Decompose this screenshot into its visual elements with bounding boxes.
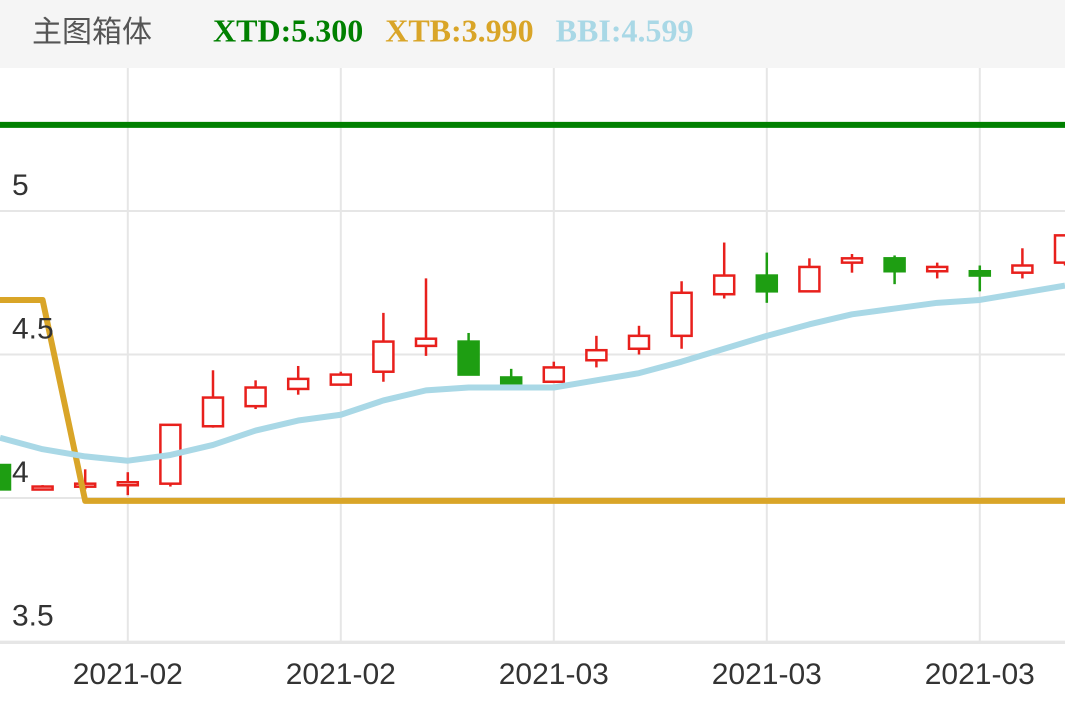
candle-body: [201, 396, 225, 428]
candle-body: [286, 377, 310, 391]
candle-body: [585, 348, 608, 362]
candle-body: [968, 269, 992, 277]
x-tick-label: 2021-03: [499, 658, 609, 691]
indicator-line: [0, 282, 1065, 464]
candle-body: [840, 257, 864, 264]
candle-body: [755, 274, 779, 293]
y-tick-label: 4.5: [12, 312, 54, 345]
candle-body: [457, 340, 480, 376]
candle-body: [712, 274, 736, 296]
x-tick-label: 2021-03: [925, 658, 1035, 691]
chart-title: 主图箱体: [32, 16, 152, 49]
legend-entry: XTB:3.990: [385, 12, 533, 48]
plot: [0, 121, 1065, 504]
x-tick-label: 2021-03: [712, 658, 822, 691]
candle-body: [372, 340, 395, 373]
candle-body: [499, 376, 523, 385]
x-tick-label: 2021-02: [286, 658, 396, 691]
candle-body: [798, 265, 821, 293]
legend-entry: XTD:5.300: [213, 12, 363, 48]
indicator-line: [0, 296, 1065, 504]
candle-body: [925, 265, 949, 273]
legend: XTD:5.300 XTB:3.990 BBI:4.599: [213, 12, 693, 48]
labels: 2021-02 2021-02 2021-03 2021-03 2021-03 3.5 4 4…: [12, 169, 1035, 691]
candle-body: [73, 482, 97, 488]
y-tick-label: 5: [12, 169, 29, 202]
candle-body: [542, 366, 566, 384]
candle-body: [0, 463, 12, 491]
candle-body: [1011, 264, 1034, 274]
candle-body: [329, 373, 353, 386]
candle-body: [116, 480, 140, 487]
candle-body: [670, 291, 693, 338]
candle-body: [883, 257, 906, 273]
candle-body: [244, 386, 267, 408]
header-bar: [0, 0, 1065, 68]
candle-body: [627, 334, 651, 351]
candle-body: [414, 337, 438, 348]
x-tick-label: 2021-02: [73, 658, 183, 691]
y-tick-label: 4: [12, 456, 29, 489]
candle-body: [1053, 234, 1065, 264]
y-tick-label: 3.5: [12, 599, 54, 632]
legend-entry: BBI:4.599: [556, 12, 694, 48]
grid: [0, 68, 1065, 644]
candle-body: [31, 485, 54, 491]
